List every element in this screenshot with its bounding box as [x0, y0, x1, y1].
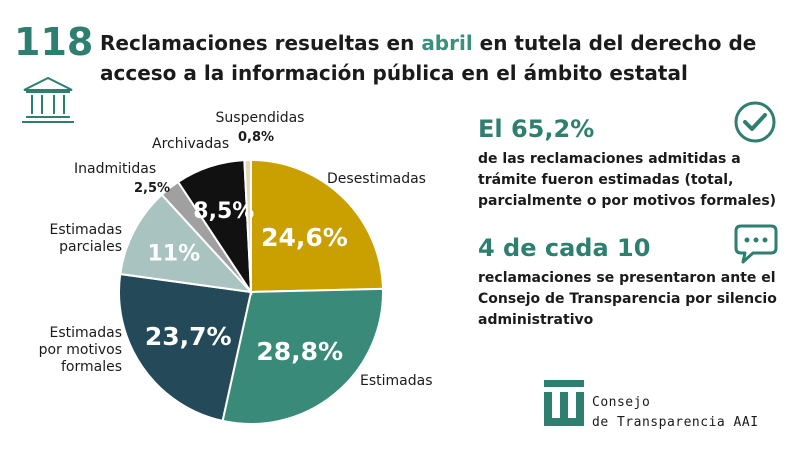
label-formales-line1: Estimadas: [49, 325, 123, 341]
pie-value-archivadas: 8,5%: [193, 199, 254, 224]
label-estimadas-parciales: Estimadas parciales: [0, 222, 123, 256]
total-count: 118: [14, 20, 94, 64]
label-estimadas: Estimadas: [360, 373, 433, 389]
pie-chart: 24,6% 28,8% 23,7% 11% 8,5%: [117, 158, 384, 425]
stat1-value: El 65,2%: [478, 115, 595, 143]
label-estimadas-parciales-line1: Estimadas: [49, 222, 123, 238]
speech-bubble-icon: [734, 224, 778, 264]
pie-value-estimadas-parciales: 11%: [147, 242, 200, 267]
pie-slice-estimadas-por-motivos-formales: [117, 272, 253, 423]
label-estimadas-parciales-line2: parciales: [59, 239, 122, 255]
pct-inadmitidas: 2,5%: [134, 181, 171, 196]
pie-value-desestimadas: 24,6%: [261, 223, 348, 252]
pie-value-estimadas: 28,8%: [256, 337, 343, 366]
label-desestimadas: Desestimadas: [327, 171, 426, 187]
label-formales-line3: formales: [60, 359, 122, 375]
label-estimadas-formales: Estimadas por motivos formales: [0, 325, 122, 376]
bank-building-icon: [22, 76, 74, 123]
check-circle-icon: [734, 101, 776, 143]
pie-value-estimadas-por-motivos-formales: 23,7%: [145, 322, 232, 351]
stat2-value: 4 de cada 10: [478, 234, 651, 262]
label-formales-line2: por motivos: [38, 342, 122, 358]
title-text-after: en tutela del derecho de acceso a la inf…: [100, 31, 757, 85]
title-highlight: abril: [421, 31, 473, 55]
label-suspendidas: Suspendidas: [215, 110, 305, 126]
ct-logo-icon: [544, 380, 584, 426]
pie-slice-suspendidas: [243, 158, 252, 293]
pct-suspendidas: 0,8%: [237, 130, 275, 145]
title-text-before: Reclamaciones resueltas en: [100, 31, 422, 55]
pie-slice-estimadas-parciales: [119, 193, 254, 294]
brand-line2: de Transparencia AAI: [592, 415, 759, 430]
label-archivadas: Archivadas: [152, 136, 230, 152]
stat2-description: reclamaciones se presentaron ante el Con…: [478, 270, 777, 328]
pie-slice-estimadas: [221, 287, 384, 425]
brand-line1: Consejo: [592, 395, 651, 410]
stat1-description: de las reclamaciones admitidas a trámite…: [478, 151, 777, 209]
brand-name: Consejo de Transparencia AAI: [592, 393, 759, 433]
label-inadmitidas: Inadmitidas: [74, 161, 157, 177]
pie-slice-desestimadas: [250, 158, 384, 294]
page-title: Reclamaciones resueltas en abril en tute…: [100, 28, 790, 88]
